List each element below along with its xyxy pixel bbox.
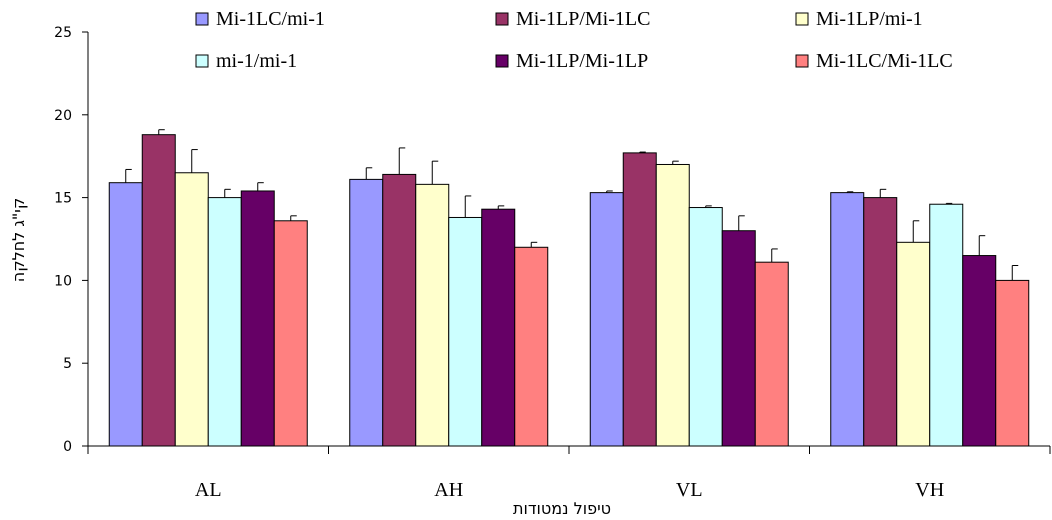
x-axis-title: טיפול נמטודות [513,499,611,518]
x-tick-label: AL [195,479,222,501]
y-tick-label: 25 [54,25,72,41]
x-tick-label: AH [434,479,463,501]
legend-swatch [195,12,209,26]
legend-label: Mi-1LC/Mi-1LC [816,50,953,72]
bar-Mi-1LC-mi-1-AH [349,178,384,447]
legend-swatch [495,12,509,26]
bar-Mi-1LP-mi-1-AL [174,172,209,447]
y-tick-label: 5 [63,356,72,372]
legend-label: Mi-1LC/mi-1 [216,8,325,30]
x-tick-label: VL [676,479,703,501]
legend-swatch [195,54,209,68]
bar-Mi-1LC-Mi-1LC-VL [754,261,789,447]
y-axis-title: קי"ג לחלקה [9,198,28,282]
bar-mi-1-mi-1-VH [929,203,964,447]
bar-Mi-1LC-mi-1-AL [108,182,143,447]
legend-swatch [495,54,509,68]
y-tick-label: 10 [54,273,72,289]
bars-layer [108,129,1030,447]
bar-Mi-1LP-Mi-1LC-AH [382,173,417,447]
bar-Mi-1LP-Mi-1LP-VL [721,230,756,447]
y-tick-label: 20 [54,108,72,124]
bar-Mi-1LP-Mi-1LC-AL [141,134,176,447]
bar-Mi-1LP-Mi-1LC-VL [622,152,657,447]
axes-layer: AL AH VL VH 0 5 10 15 20 25 [54,25,1051,501]
bar-mi-1-mi-1-VL [688,207,723,447]
bar-mi-1-mi-1-AH [448,216,483,447]
legend-label: Mi-1LP/Mi-1LP [516,50,648,72]
legend-label: Mi-1LP/mi-1 [816,8,923,30]
x-tick-label: VH [915,479,944,501]
bar-Mi-1LP-Mi-1LP-AH [481,208,516,447]
bar-Mi-1LC-mi-1-VH [830,192,865,447]
legend-label: Mi-1LP/Mi-1LC [516,8,650,30]
bar-mi-1-mi-1-AL [207,197,242,447]
y-tick-label: 15 [54,191,72,207]
bar-Mi-1LP-mi-1-AH [415,183,450,447]
legend-swatch [795,12,809,26]
bar-Mi-1LC-Mi-1LC-AL [273,220,308,447]
legend: Mi-1LC/mi-1 mi-1/mi-1 Mi-1LP/Mi-1LC Mi-1LP/… [195,8,953,72]
bar-Mi-1LC-mi-1-VL [589,192,624,447]
bar-Mi-1LP-Mi-1LP-VH [962,255,997,447]
y-tick-label: 0 [63,439,72,455]
legend-label: mi-1/mi-1 [216,50,297,72]
bar-Mi-1LC-Mi-1LC-AH [514,246,549,447]
bar-Mi-1LP-Mi-1LC-VH [863,197,898,447]
bar-Mi-1LP-Mi-1LP-AL [240,190,275,447]
bar-Mi-1LP-mi-1-VL [655,163,690,447]
bar-Mi-1LP-mi-1-VH [896,241,931,447]
legend-swatch [795,54,809,68]
bar-Mi-1LC-Mi-1LC-VH [995,279,1030,447]
